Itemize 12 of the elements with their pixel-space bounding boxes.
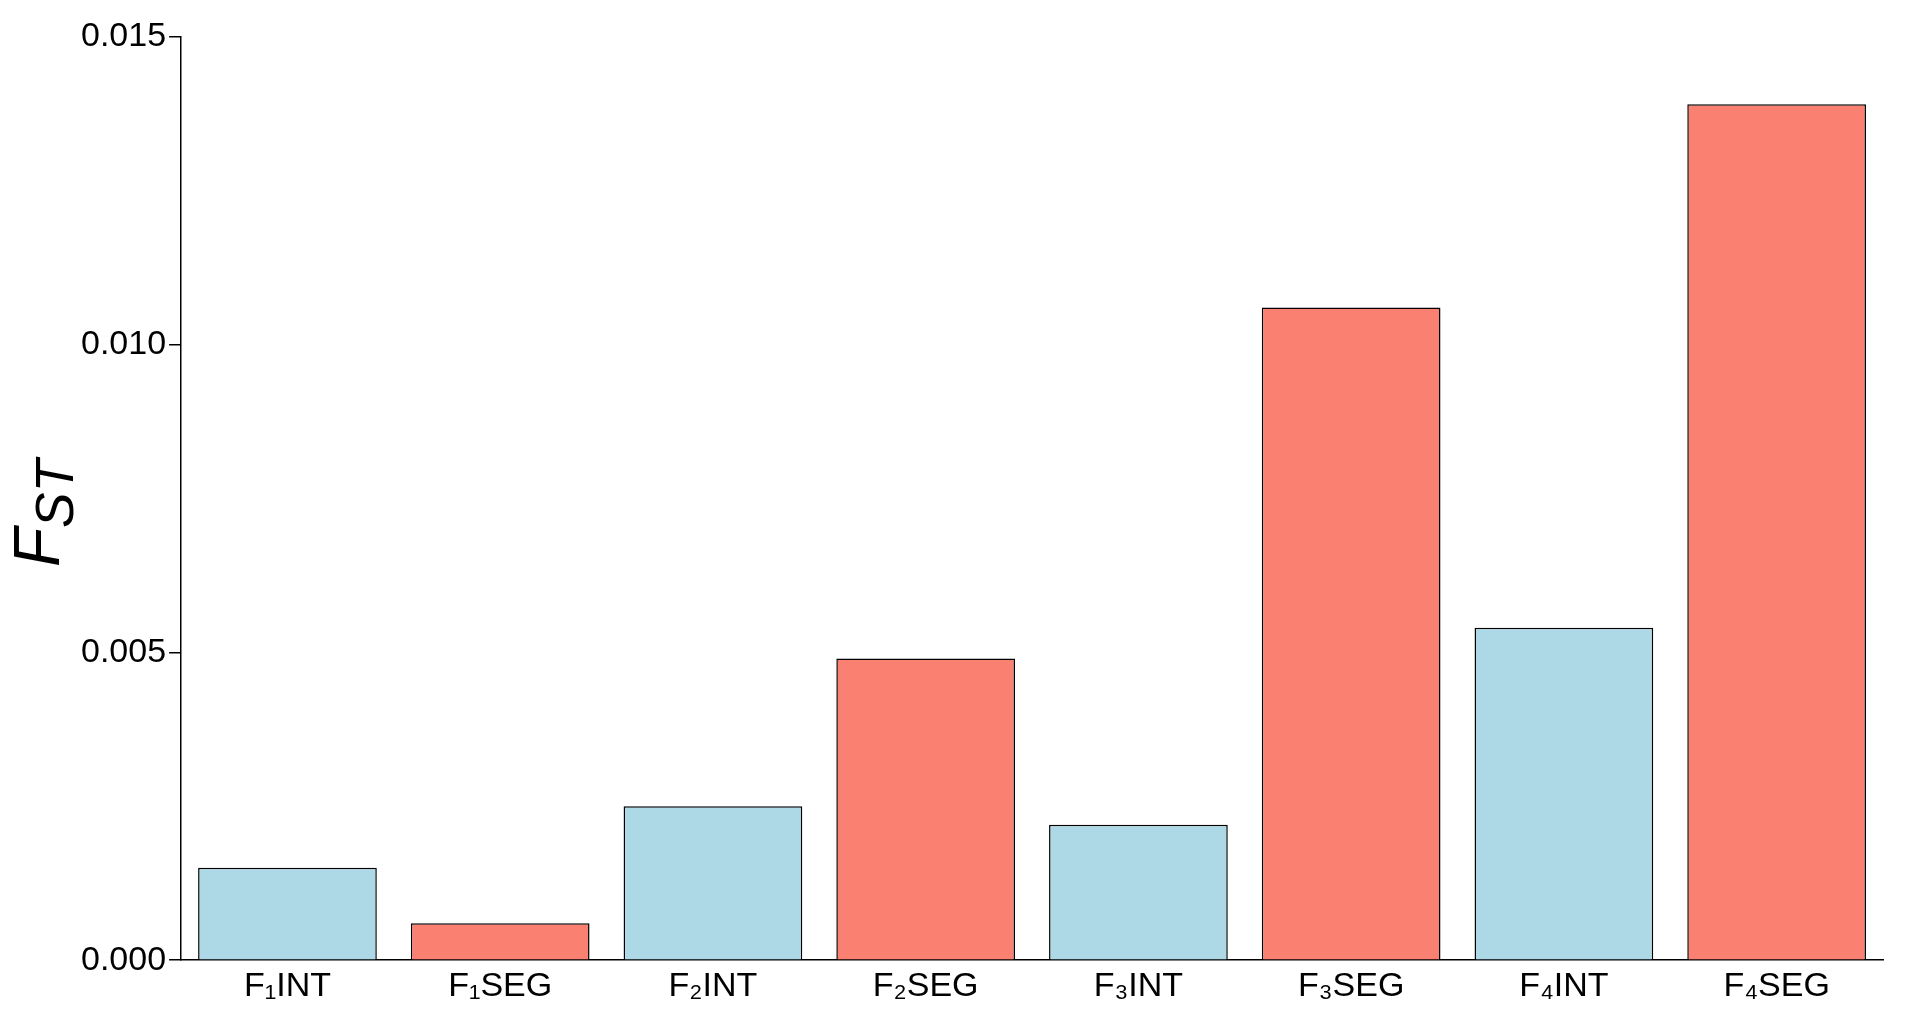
x-tick-label: F₁INT bbox=[243, 964, 331, 1003]
x-tick-label: F₁SEG bbox=[448, 964, 553, 1003]
x-tick-label: F₃INT bbox=[1093, 964, 1184, 1003]
y-tick-label: 0.000 bbox=[80, 938, 167, 977]
x-tick-label: F₄INT bbox=[1519, 964, 1609, 1003]
y-tick-label: 0.010 bbox=[80, 322, 167, 361]
x-tick-label: F₂INT bbox=[668, 964, 758, 1003]
x-tick-label: F₃SEG bbox=[1297, 964, 1405, 1003]
x-tick-label: F₄SEG bbox=[1723, 964, 1830, 1003]
x-tick-label: F₂SEG bbox=[872, 964, 979, 1003]
y-tick-label: 0.005 bbox=[80, 630, 167, 669]
y-tick-label: 0.015 bbox=[80, 14, 167, 53]
